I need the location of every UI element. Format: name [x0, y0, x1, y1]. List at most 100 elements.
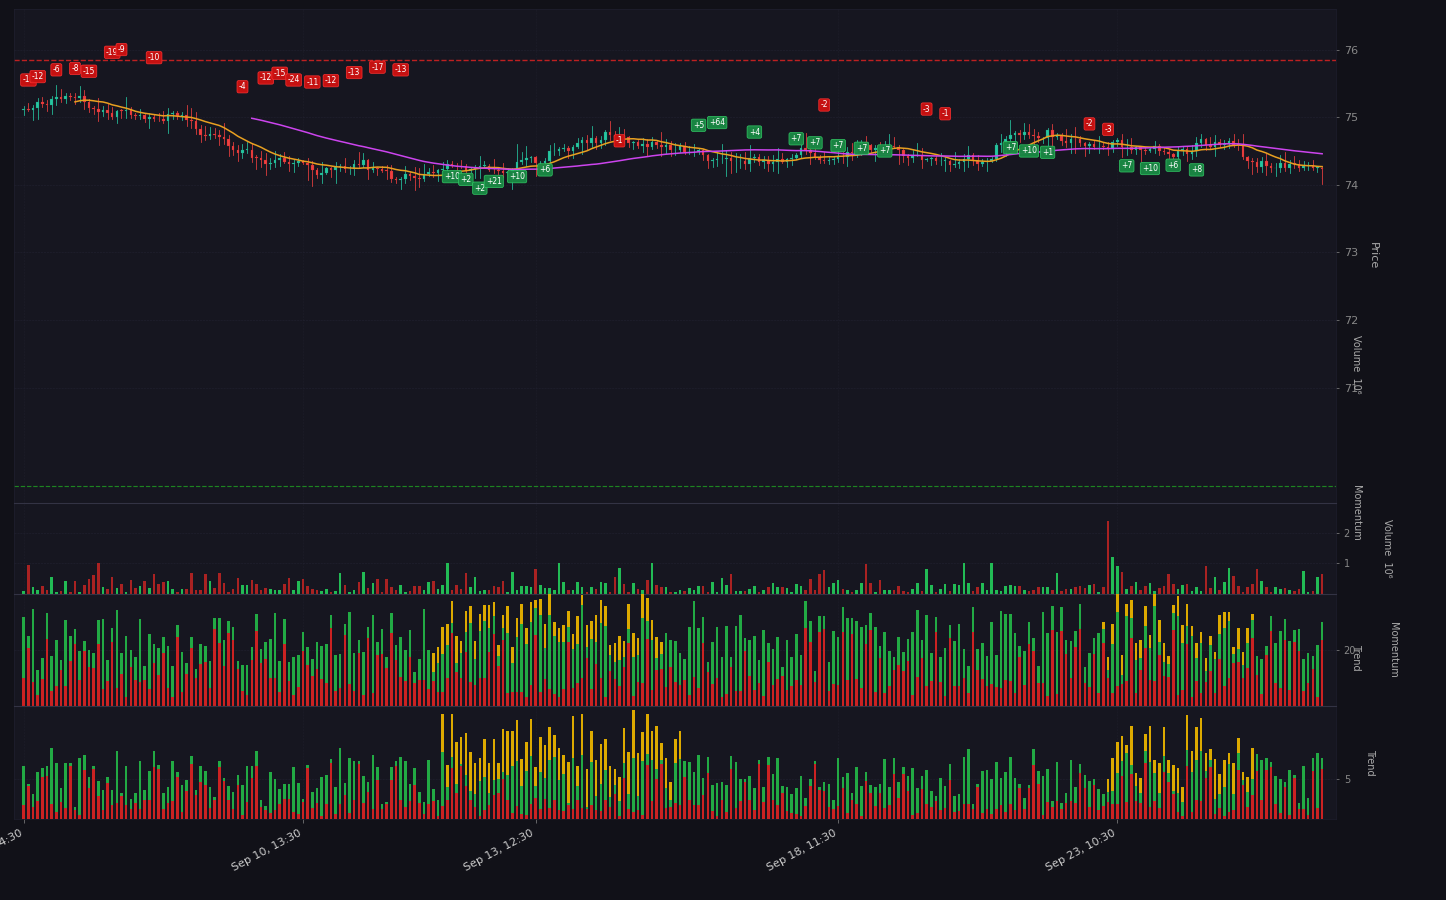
Bar [1022, 651, 1025, 685]
Bar [707, 772, 709, 819]
Bar [46, 590, 48, 594]
Bar [1037, 136, 1040, 138]
Bar [474, 685, 476, 706]
Bar [762, 787, 765, 802]
Bar [1274, 587, 1277, 594]
Bar [707, 155, 709, 161]
Bar [823, 628, 826, 706]
Bar [1181, 149, 1184, 150]
Bar [46, 639, 48, 706]
Bar [147, 688, 150, 706]
Bar [1297, 804, 1300, 809]
Bar [1154, 606, 1155, 680]
Bar [701, 643, 704, 707]
Bar [36, 590, 39, 594]
Bar [758, 682, 761, 707]
Bar [898, 637, 899, 664]
Bar [655, 670, 658, 706]
Bar [1196, 644, 1197, 658]
Text: -10: -10 [147, 53, 161, 62]
Bar [1079, 773, 1082, 819]
Bar [1041, 776, 1044, 814]
Bar [428, 581, 429, 594]
Bar [166, 803, 169, 819]
Bar [470, 588, 471, 594]
Bar [1255, 753, 1258, 770]
Bar [577, 787, 578, 800]
Bar [510, 170, 513, 172]
Text: +2: +2 [460, 175, 471, 184]
Bar [1316, 807, 1319, 819]
Bar [455, 663, 458, 672]
Bar [116, 589, 119, 594]
Bar [414, 785, 416, 819]
Bar [334, 166, 337, 169]
Bar [1255, 162, 1258, 166]
Bar [1278, 813, 1281, 819]
Bar [1228, 764, 1231, 812]
Bar [69, 635, 72, 662]
Bar [353, 800, 356, 819]
Bar [1047, 770, 1048, 802]
Bar [130, 650, 132, 667]
Bar [544, 588, 547, 594]
Bar [1190, 772, 1193, 812]
Bar [1219, 794, 1220, 807]
Bar [892, 590, 895, 594]
Text: +10: +10 [509, 172, 525, 181]
Bar [1070, 140, 1071, 143]
Bar [898, 664, 899, 707]
Bar [535, 599, 536, 608]
Bar [925, 770, 928, 804]
Bar [586, 658, 589, 706]
Bar [846, 152, 849, 157]
Bar [93, 575, 95, 594]
Bar [1270, 767, 1272, 819]
Bar [735, 590, 737, 594]
Bar [1121, 140, 1124, 148]
Bar [1270, 616, 1272, 631]
Bar [521, 604, 523, 624]
Bar [1005, 615, 1006, 680]
Bar [338, 748, 341, 804]
Bar [684, 591, 685, 594]
Bar [907, 661, 910, 707]
Bar [1274, 804, 1277, 819]
Bar [604, 582, 607, 594]
Bar [334, 590, 337, 594]
Bar [208, 787, 211, 808]
Bar [1098, 693, 1100, 706]
Bar [1219, 590, 1220, 594]
Bar [1098, 810, 1100, 819]
Bar [940, 778, 941, 811]
Bar [762, 590, 765, 594]
Bar [665, 687, 667, 707]
Bar [65, 620, 67, 686]
Bar [674, 642, 677, 682]
Bar [74, 644, 77, 706]
Bar [529, 719, 532, 756]
Bar [27, 565, 30, 594]
Bar [296, 161, 299, 164]
Bar [493, 602, 495, 616]
Bar [743, 778, 746, 781]
Bar [344, 624, 346, 635]
Bar [548, 760, 551, 807]
Bar [32, 794, 35, 807]
Bar [372, 582, 375, 594]
Bar [338, 653, 341, 688]
Bar [1219, 660, 1220, 706]
Bar [665, 634, 667, 687]
Bar [1261, 580, 1262, 594]
Bar [409, 174, 411, 176]
Bar [437, 662, 440, 692]
Bar [1112, 141, 1113, 149]
Bar [1089, 653, 1090, 688]
Bar [292, 695, 295, 707]
Bar [963, 158, 964, 163]
Bar [162, 636, 165, 653]
Bar [143, 666, 146, 680]
Bar [562, 774, 565, 811]
Bar [716, 679, 719, 706]
Bar [902, 591, 905, 594]
